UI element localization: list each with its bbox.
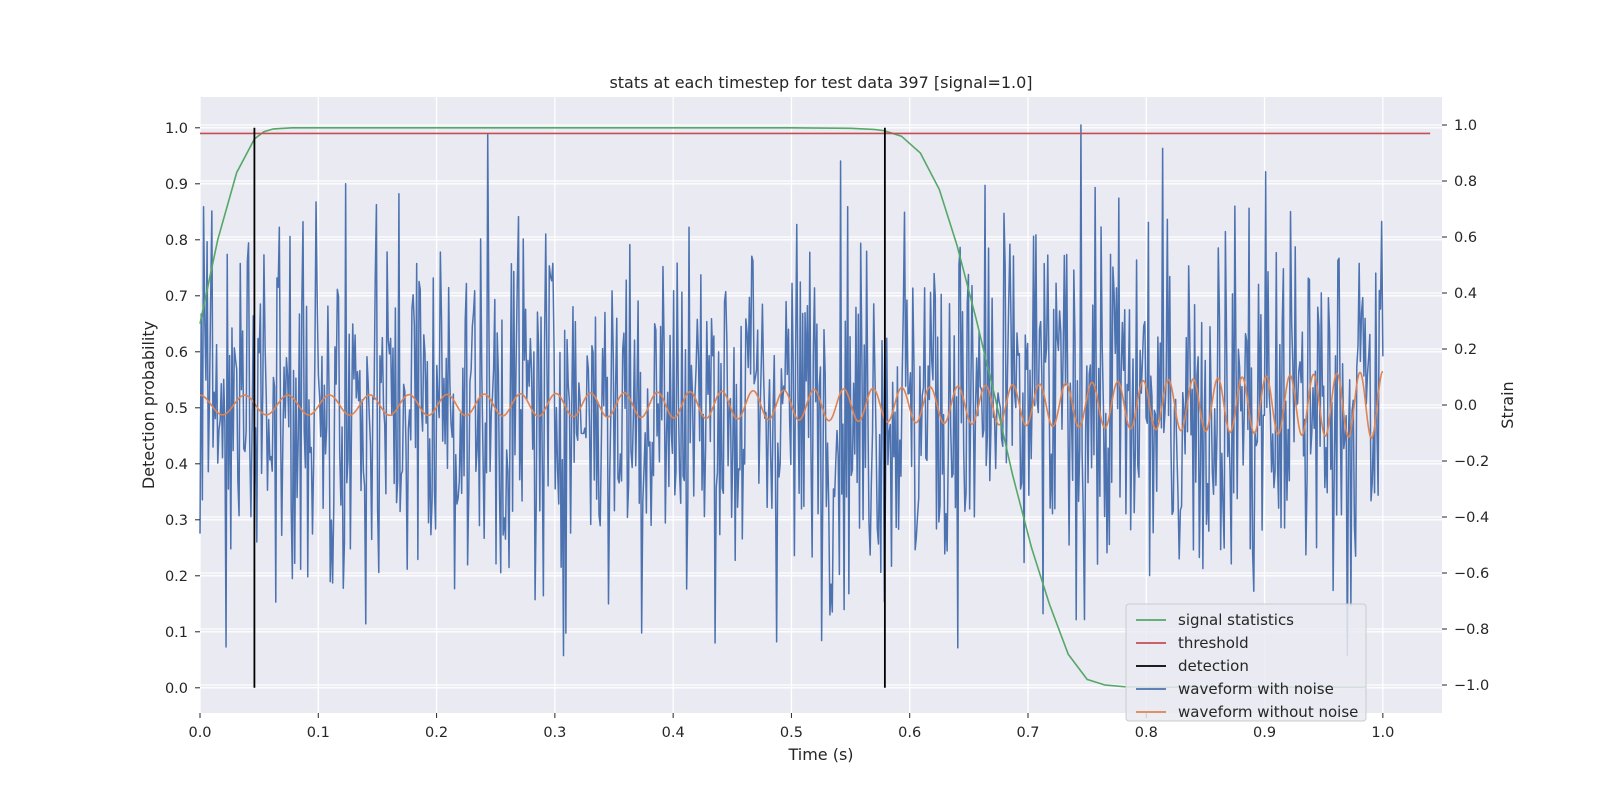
legend-label: waveform without noise: [1178, 703, 1358, 721]
y-tick-label: 0.6: [165, 345, 188, 361]
y-right-tick-label: 0.0: [1454, 398, 1477, 414]
y-tick-label: 0.9: [165, 177, 188, 193]
legend-label: waveform with noise: [1178, 680, 1334, 698]
signal-statistics-series: [199, 127, 1366, 689]
x-tick-label: 0.5: [780, 725, 803, 741]
x-tick-label: 0.2: [425, 725, 448, 741]
waveform-with-noise-series: [199, 124, 1384, 657]
y-right-tick-label: −0.6: [1454, 566, 1489, 582]
waveform-without-noise-series: [199, 370, 1384, 440]
y-tick-label: 0.0: [165, 681, 188, 697]
x-tick-label: 0.3: [543, 725, 566, 741]
y-tick-label: 0.3: [165, 513, 188, 529]
legend-label: detection: [1178, 657, 1249, 675]
signal-statistics-line: [199, 127, 1366, 689]
y-axis-right-label: Strain: [1498, 381, 1517, 428]
y-right-tick-label: 0.4: [1454, 286, 1477, 302]
x-axis-label: Time (s): [787, 745, 853, 764]
y-right-tick-label: 0.2: [1454, 342, 1477, 358]
y-tick-label: 0.4: [165, 457, 188, 473]
y-tick-label: 0.5: [165, 401, 188, 417]
y-right-tick-label: −0.4: [1454, 510, 1489, 526]
legend-box: [1125, 603, 1367, 722]
x-tick-label: 0.0: [188, 725, 211, 741]
y-right-tick-label: −0.2: [1454, 454, 1489, 470]
detection-series: [253, 127, 886, 688]
x-tick-label: 0.8: [1135, 725, 1158, 741]
y-tick-label: 0.7: [165, 289, 188, 305]
y-axis-left-ticks: 0.0 0.1 0.2 0.3 0.4 0.5 0.6 0.7 0.8 0.9 1.0: [165, 121, 200, 697]
y-right-tick-label: 0.8: [1454, 174, 1477, 190]
waveform-with-noise-line: [199, 124, 1384, 657]
y-axis-right-ticks: −1.0 −0.8 −0.6 −0.4 −0.2 0.0 0.2 0.4 0.6 0.8 1.0: [1442, 118, 1489, 694]
waveform-without-noise-line: [199, 370, 1384, 440]
x-tick-label: 0.9: [1253, 725, 1276, 741]
y-right-tick-label: −0.8: [1454, 622, 1489, 638]
x-tick-label: 0.7: [1016, 725, 1039, 741]
y-axis-left-label: Detection probability: [139, 321, 158, 489]
legend: signal statistics threshold detection wavef…: [1125, 603, 1367, 722]
y-right-tick-label: 0.6: [1454, 230, 1477, 246]
chart-title: stats at each timestep for test data 397…: [609, 73, 1032, 92]
legend-label: signal statistics: [1178, 611, 1294, 629]
legend-label: threshold: [1178, 634, 1249, 652]
y-tick-label: 0.2: [165, 569, 188, 585]
x-tick-label: 0.4: [662, 725, 685, 741]
x-axis-ticks: 0.0 0.1 0.2 0.3 0.4 0.5 0.6 0.7 0.8 0.9 1.0: [188, 713, 1394, 741]
x-tick-label: 1.0: [1371, 725, 1394, 741]
y-tick-label: 0.1: [165, 625, 188, 641]
y-right-tick-label: −1.0: [1454, 678, 1489, 694]
y-tick-label: 1.0: [165, 121, 188, 137]
y-tick-label: 0.8: [165, 233, 188, 249]
x-tick-label: 0.6: [898, 725, 921, 741]
y-right-tick-label: 1.0: [1454, 118, 1477, 134]
x-tick-label: 0.1: [307, 725, 330, 741]
